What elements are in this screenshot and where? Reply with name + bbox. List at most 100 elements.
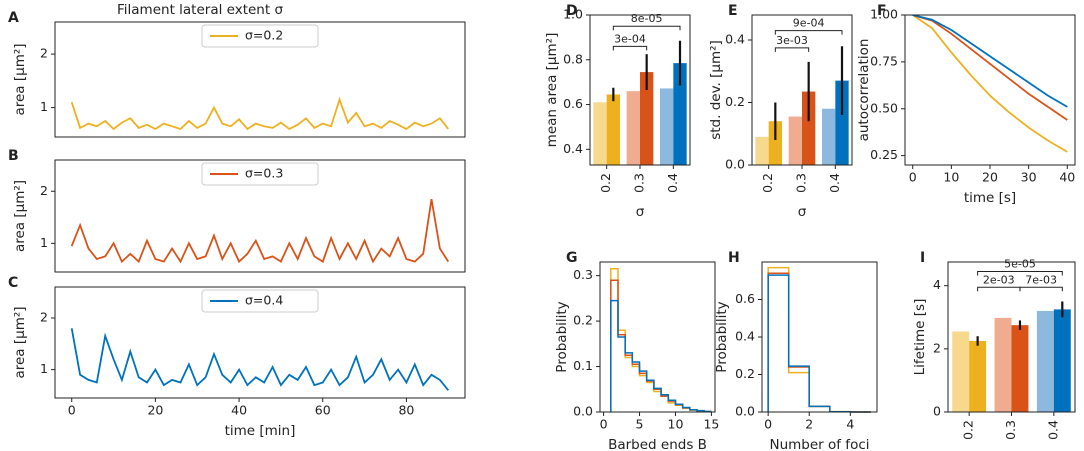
panel-label: F	[877, 3, 887, 19]
bar	[802, 91, 816, 165]
x-tick-label: 0.2	[961, 420, 976, 440]
x-tick-label: 10	[668, 417, 684, 432]
histogram-step	[767, 266, 871, 413]
y-axis-label: Probability	[554, 301, 570, 372]
bracket	[1019, 286, 1063, 292]
x-tick-label: 0.4	[665, 173, 680, 193]
y-tick-label: 0.4	[735, 329, 755, 344]
p-value: 3e-04	[614, 32, 646, 45]
p-value: 3e-03	[776, 34, 808, 47]
y-tick-label: 2	[40, 46, 48, 61]
line	[912, 15, 1068, 108]
bracket	[612, 25, 681, 31]
bar	[640, 72, 654, 165]
x-axis-label: Barbed ends B	[608, 437, 707, 451]
bracket	[774, 47, 810, 52]
histogram-step	[610, 299, 712, 413]
y-tick-label: 1	[40, 99, 48, 114]
x-tick-label: 60	[315, 403, 331, 418]
panel-label: E	[728, 3, 738, 19]
bar	[755, 136, 769, 165]
y-tick-label: 0.0	[725, 157, 745, 172]
x-axis-label: time [min]	[225, 423, 296, 439]
histogram-step	[767, 274, 871, 413]
axes-frame	[54, 159, 466, 273]
y-tick-label: 0.2	[573, 313, 593, 328]
axes-frame	[761, 261, 878, 413]
y-tick-label: 2	[40, 309, 48, 324]
panel-label: D	[566, 3, 578, 19]
x-tick-label: 0.3	[794, 173, 809, 193]
y-tick-label: 1	[40, 361, 48, 376]
axes-frame	[947, 261, 1076, 413]
panel-label: H	[728, 250, 740, 266]
bar	[1053, 309, 1071, 412]
x-tick-label: 20	[147, 403, 163, 418]
y-tick-label: 0.1	[573, 358, 593, 373]
y-tick-label: 0.0	[735, 404, 755, 419]
line	[70, 96, 450, 131]
x-tick-label: 0.4	[827, 173, 842, 193]
panel-label: A	[8, 10, 19, 26]
x-tick-label: 0	[764, 417, 772, 432]
line	[70, 328, 450, 391]
y-axis-label: Lifetime [s]	[912, 299, 928, 376]
y-axis-label: area [μm²]	[12, 43, 28, 115]
legend-label: σ=0.2	[245, 28, 283, 43]
y-tick-label: 0.2	[725, 94, 745, 109]
bar	[969, 340, 987, 412]
x-tick-label: 0.3	[1003, 420, 1018, 440]
bar	[626, 91, 640, 165]
x-tick-label: 0.4	[1045, 420, 1060, 440]
x-axis-label: σ	[798, 204, 807, 220]
y-tick-label: 0.6	[563, 96, 583, 111]
x-axis-label: Number of foci	[769, 437, 869, 451]
x-tick-label: 0	[600, 417, 608, 432]
bracket	[977, 286, 1021, 292]
bracket	[977, 270, 1063, 276]
y-axis-label: autocorrelation	[856, 39, 872, 142]
bar	[768, 121, 782, 165]
panel-label: I	[920, 250, 925, 266]
axes-frame	[589, 14, 691, 166]
y-tick-label: 1.00	[870, 7, 898, 22]
y-axis-label: Probability	[714, 301, 730, 372]
x-tick-label: 0.3	[632, 173, 647, 193]
legend-box	[201, 289, 319, 313]
legend-box	[201, 162, 319, 186]
bracket	[774, 30, 843, 35]
y-tick-label: 0	[933, 404, 941, 419]
x-tick-label: 10	[943, 170, 959, 185]
y-tick-label: 1	[40, 235, 48, 250]
y-tick-label: 4	[933, 277, 941, 292]
x-tick-label: 0.2	[598, 173, 613, 193]
y-tick-label: 0.8	[563, 51, 583, 66]
x-tick-label: 80	[398, 403, 414, 418]
line	[912, 15, 1068, 153]
p-value: 9e-04	[793, 17, 825, 30]
bar	[1011, 325, 1029, 412]
chart-title: Filament lateral extent σ	[117, 2, 283, 18]
bar	[822, 108, 836, 165]
p-value: 7e-03	[1025, 273, 1057, 286]
bar	[788, 116, 802, 165]
panel-label: G	[566, 250, 578, 266]
y-tick-label: 0.25	[870, 147, 898, 162]
bar	[593, 102, 607, 165]
x-tick-label: 20	[982, 170, 998, 185]
x-tick-label: 40	[1059, 170, 1075, 185]
x-tick-label: 15	[703, 417, 719, 432]
p-value: 8e-05	[631, 12, 663, 25]
bar	[994, 317, 1012, 412]
x-tick-label: 0.2	[760, 173, 775, 193]
x-tick-label: 0	[909, 170, 917, 185]
y-tick-label: 2	[933, 340, 941, 355]
y-tick-label: 0.75	[870, 53, 898, 68]
x-tick-label: 40	[231, 403, 247, 418]
axes-frame	[751, 14, 853, 166]
bracket	[612, 45, 648, 51]
axes-frame	[54, 21, 466, 138]
bar	[835, 80, 849, 165]
y-tick-label: 0.6	[735, 291, 755, 306]
